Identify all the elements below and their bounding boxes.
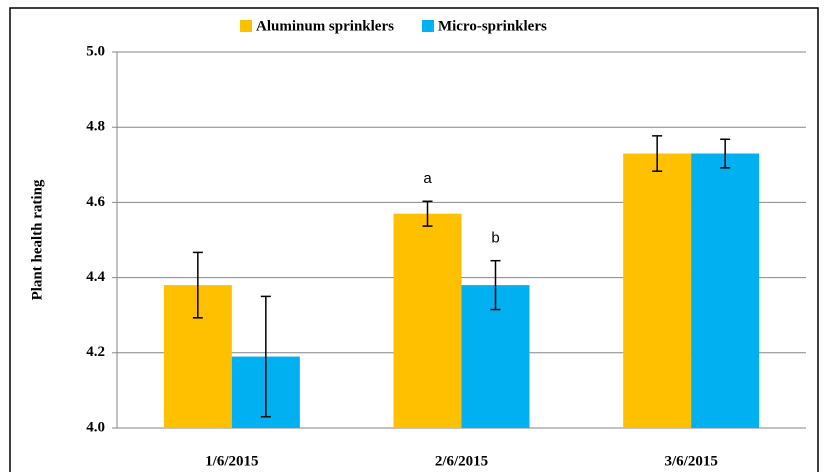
x-tick-label: 2/6/2015 <box>435 453 488 469</box>
y-tick-label: 4.8 <box>86 119 105 135</box>
bar <box>393 213 462 428</box>
y-tick-label: 4.6 <box>86 194 105 210</box>
y-tick-label: 5.0 <box>86 43 105 59</box>
legend-label: Aluminum sprinklers <box>256 18 394 34</box>
x-tick-label: 1/6/2015 <box>205 453 258 469</box>
bar <box>623 153 692 428</box>
bar <box>691 153 760 428</box>
y-tick-label: 4.4 <box>86 269 105 285</box>
y-tick-label: 4.0 <box>86 419 105 435</box>
legend-swatch <box>421 20 434 32</box>
annotation: a <box>423 170 432 187</box>
legend-label: Micro-sprinklers <box>438 18 547 34</box>
x-tick-label: 3/6/2015 <box>664 453 717 469</box>
y-tick-label: 4.2 <box>86 344 105 360</box>
annotation: b <box>491 230 499 247</box>
y-axis-label: Plant health rating <box>29 179 45 300</box>
legend-swatch <box>240 20 252 32</box>
